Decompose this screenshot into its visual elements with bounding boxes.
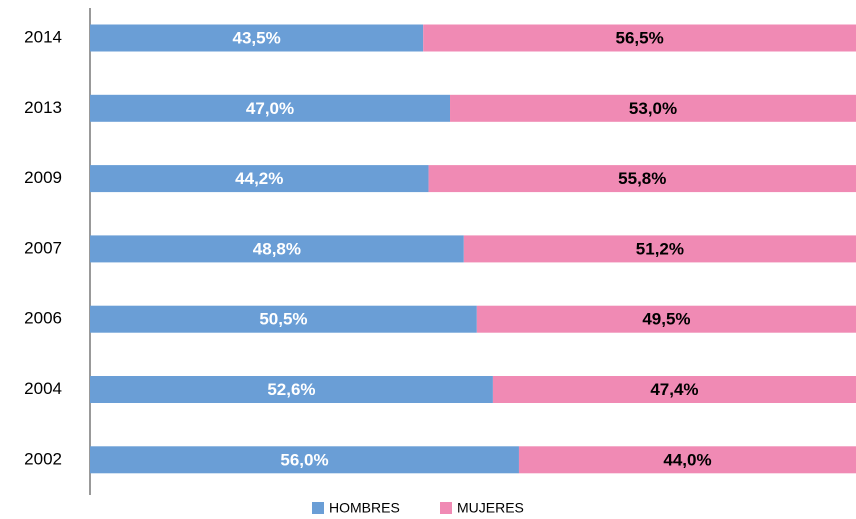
bar-segment (90, 235, 464, 263)
data-label: 56,5% (616, 28, 664, 47)
data-label: 44,0% (663, 450, 711, 469)
data-label: 48,8% (253, 239, 301, 258)
bar-segment (492, 376, 856, 403)
data-label: 47,0% (246, 99, 294, 118)
data-label: 55,8% (618, 169, 666, 188)
bar-segment (90, 24, 424, 52)
data-label: 56,0% (280, 450, 328, 469)
data-label: 47,4% (650, 380, 698, 399)
legend-label: MUJERES (457, 500, 524, 516)
y-tick-label: 2007 (24, 238, 62, 257)
data-label: 51,2% (636, 239, 684, 258)
bar-segment (90, 165, 429, 193)
legend-swatch (440, 502, 452, 514)
legend-label: HOMBRES (329, 500, 400, 516)
bar-segment (428, 165, 856, 193)
bar-segment (423, 24, 856, 52)
data-label: 49,5% (642, 310, 690, 329)
bar-segment (90, 305, 477, 333)
bar-segment (463, 235, 856, 263)
data-label: 52,6% (267, 380, 315, 399)
y-tick-label: 2009 (24, 168, 62, 187)
y-tick-label: 2006 (24, 309, 62, 328)
legend-swatch (312, 502, 324, 514)
bar-segment (90, 94, 451, 122)
y-tick-label: 2014 (24, 27, 62, 46)
bar-segment (476, 305, 856, 333)
y-tick-label: 2002 (24, 449, 62, 468)
bar-segment (450, 94, 856, 122)
data-label: 43,5% (233, 28, 281, 47)
data-label: 50,5% (259, 310, 307, 329)
y-tick-label: 2013 (24, 98, 62, 117)
bar-segment (518, 446, 856, 474)
y-tick-label: 2004 (24, 379, 62, 398)
data-label: 44,2% (235, 169, 283, 188)
bar-segment (90, 446, 519, 474)
data-label: 53,0% (629, 99, 677, 118)
bar-segment (90, 376, 493, 403)
